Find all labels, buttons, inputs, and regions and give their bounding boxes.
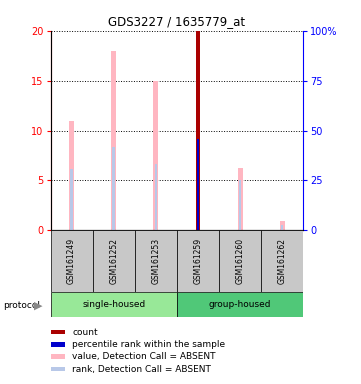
Bar <box>51 292 177 317</box>
Bar <box>135 230 177 292</box>
Text: value, Detection Call = ABSENT: value, Detection Call = ABSENT <box>72 352 216 361</box>
Text: rank, Detection Call = ABSENT: rank, Detection Call = ABSENT <box>72 364 211 374</box>
Bar <box>196 31 200 230</box>
Bar <box>239 180 241 230</box>
Text: GSM161252: GSM161252 <box>109 238 118 284</box>
Text: percentile rank within the sample: percentile rank within the sample <box>72 340 225 349</box>
Bar <box>155 164 157 230</box>
Text: GSM161259: GSM161259 <box>193 238 203 284</box>
Bar <box>281 225 283 230</box>
Text: ▶: ▶ <box>34 300 43 310</box>
Text: protocol: protocol <box>4 301 40 310</box>
Bar <box>153 81 158 230</box>
Bar <box>111 51 116 230</box>
Text: GSM161262: GSM161262 <box>278 238 287 284</box>
Text: GSM161260: GSM161260 <box>236 238 244 284</box>
Bar <box>177 292 303 317</box>
Bar <box>219 230 261 292</box>
Text: group-housed: group-housed <box>209 300 271 309</box>
Bar <box>93 230 135 292</box>
Bar <box>238 169 243 230</box>
Text: GSM161249: GSM161249 <box>67 238 76 284</box>
Text: GSM161253: GSM161253 <box>151 238 160 284</box>
Title: GDS3227 / 1635779_at: GDS3227 / 1635779_at <box>108 15 245 28</box>
Bar <box>197 139 199 230</box>
Bar <box>261 230 303 292</box>
Bar <box>51 230 93 292</box>
Bar <box>280 222 285 230</box>
Bar <box>177 230 219 292</box>
Bar <box>112 147 115 230</box>
Bar <box>70 169 73 230</box>
Text: count: count <box>72 328 98 337</box>
Text: single-housed: single-housed <box>82 300 145 309</box>
Bar <box>69 121 74 230</box>
